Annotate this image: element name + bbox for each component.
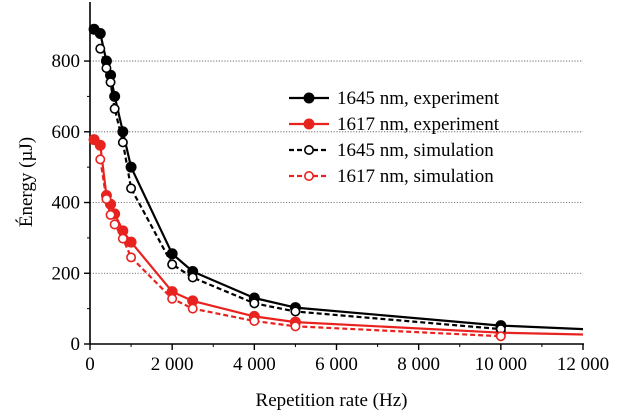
series-3 xyxy=(95,154,506,342)
x-tick-label: 6 000 xyxy=(315,354,358,375)
data-point xyxy=(95,43,106,54)
x-tick-label: 4 000 xyxy=(233,354,276,375)
data-point xyxy=(109,219,120,230)
data-point xyxy=(117,137,128,148)
data-point xyxy=(249,298,260,309)
data-point xyxy=(117,233,128,244)
x-tick-label: 10 000 xyxy=(475,354,527,375)
legend-entry-0: 1645 nm, experiment xyxy=(289,88,500,109)
legend-entry-1: 1617 nm, experiment xyxy=(289,114,500,135)
legend-marker xyxy=(303,92,315,104)
y-tick-label: 400 xyxy=(52,193,81,214)
data-point xyxy=(167,293,178,304)
legend-marker xyxy=(303,145,314,156)
legend-label: 1645 nm, simulation xyxy=(337,140,494,161)
y-tick-label: 800 xyxy=(52,51,81,72)
data-point xyxy=(94,139,106,151)
legend-entry-3: 1617 nm, simulation xyxy=(289,166,494,187)
data-point xyxy=(249,316,260,327)
data-point xyxy=(167,259,178,270)
y-axis-title: Énergy (µJ) xyxy=(15,137,37,227)
data-point xyxy=(105,77,116,88)
gridlines xyxy=(90,60,583,274)
legend-label: 1617 nm, experiment xyxy=(337,114,500,135)
data-point xyxy=(290,321,301,332)
data-point xyxy=(290,306,301,317)
x-axis-title: Repetition rate (Hz) xyxy=(256,390,408,411)
x-tick-label: 0 xyxy=(85,354,95,375)
data-point xyxy=(101,193,112,204)
series-2 xyxy=(95,43,506,335)
data-point xyxy=(495,331,506,342)
data-point xyxy=(105,209,116,220)
legend-marker xyxy=(303,171,314,182)
data-point xyxy=(94,27,106,39)
data-point xyxy=(109,90,121,102)
legend-entry-2: 1645 nm, simulation xyxy=(289,140,494,161)
data-point xyxy=(126,183,137,194)
y-tick-label: 600 xyxy=(52,122,81,143)
data-point xyxy=(166,248,178,260)
data-series xyxy=(88,23,584,342)
y-tick-label: 200 xyxy=(52,263,81,284)
legend: 1645 nm, experiment 1617 nm, experiment 16… xyxy=(289,88,500,187)
legend-label: 1645 nm, experiment xyxy=(337,88,500,109)
tick-labels: 0 200 400 600 800 0 2 000 4 000 6 000 8 000 10 000… xyxy=(52,51,610,375)
legend-label: 1617 nm, simulation xyxy=(337,166,494,187)
data-point xyxy=(126,252,137,263)
y-tick-label: 0 xyxy=(71,334,81,355)
x-tick-label: 8 000 xyxy=(397,354,440,375)
legend-marker xyxy=(303,118,315,130)
x-tick-label: 2 000 xyxy=(151,354,194,375)
series-line xyxy=(99,159,501,338)
data-point xyxy=(95,154,106,165)
data-point xyxy=(101,63,112,74)
x-tick-label: 12 000 xyxy=(557,354,609,375)
data-point xyxy=(109,103,120,114)
data-point xyxy=(187,303,198,314)
data-point xyxy=(187,272,198,283)
